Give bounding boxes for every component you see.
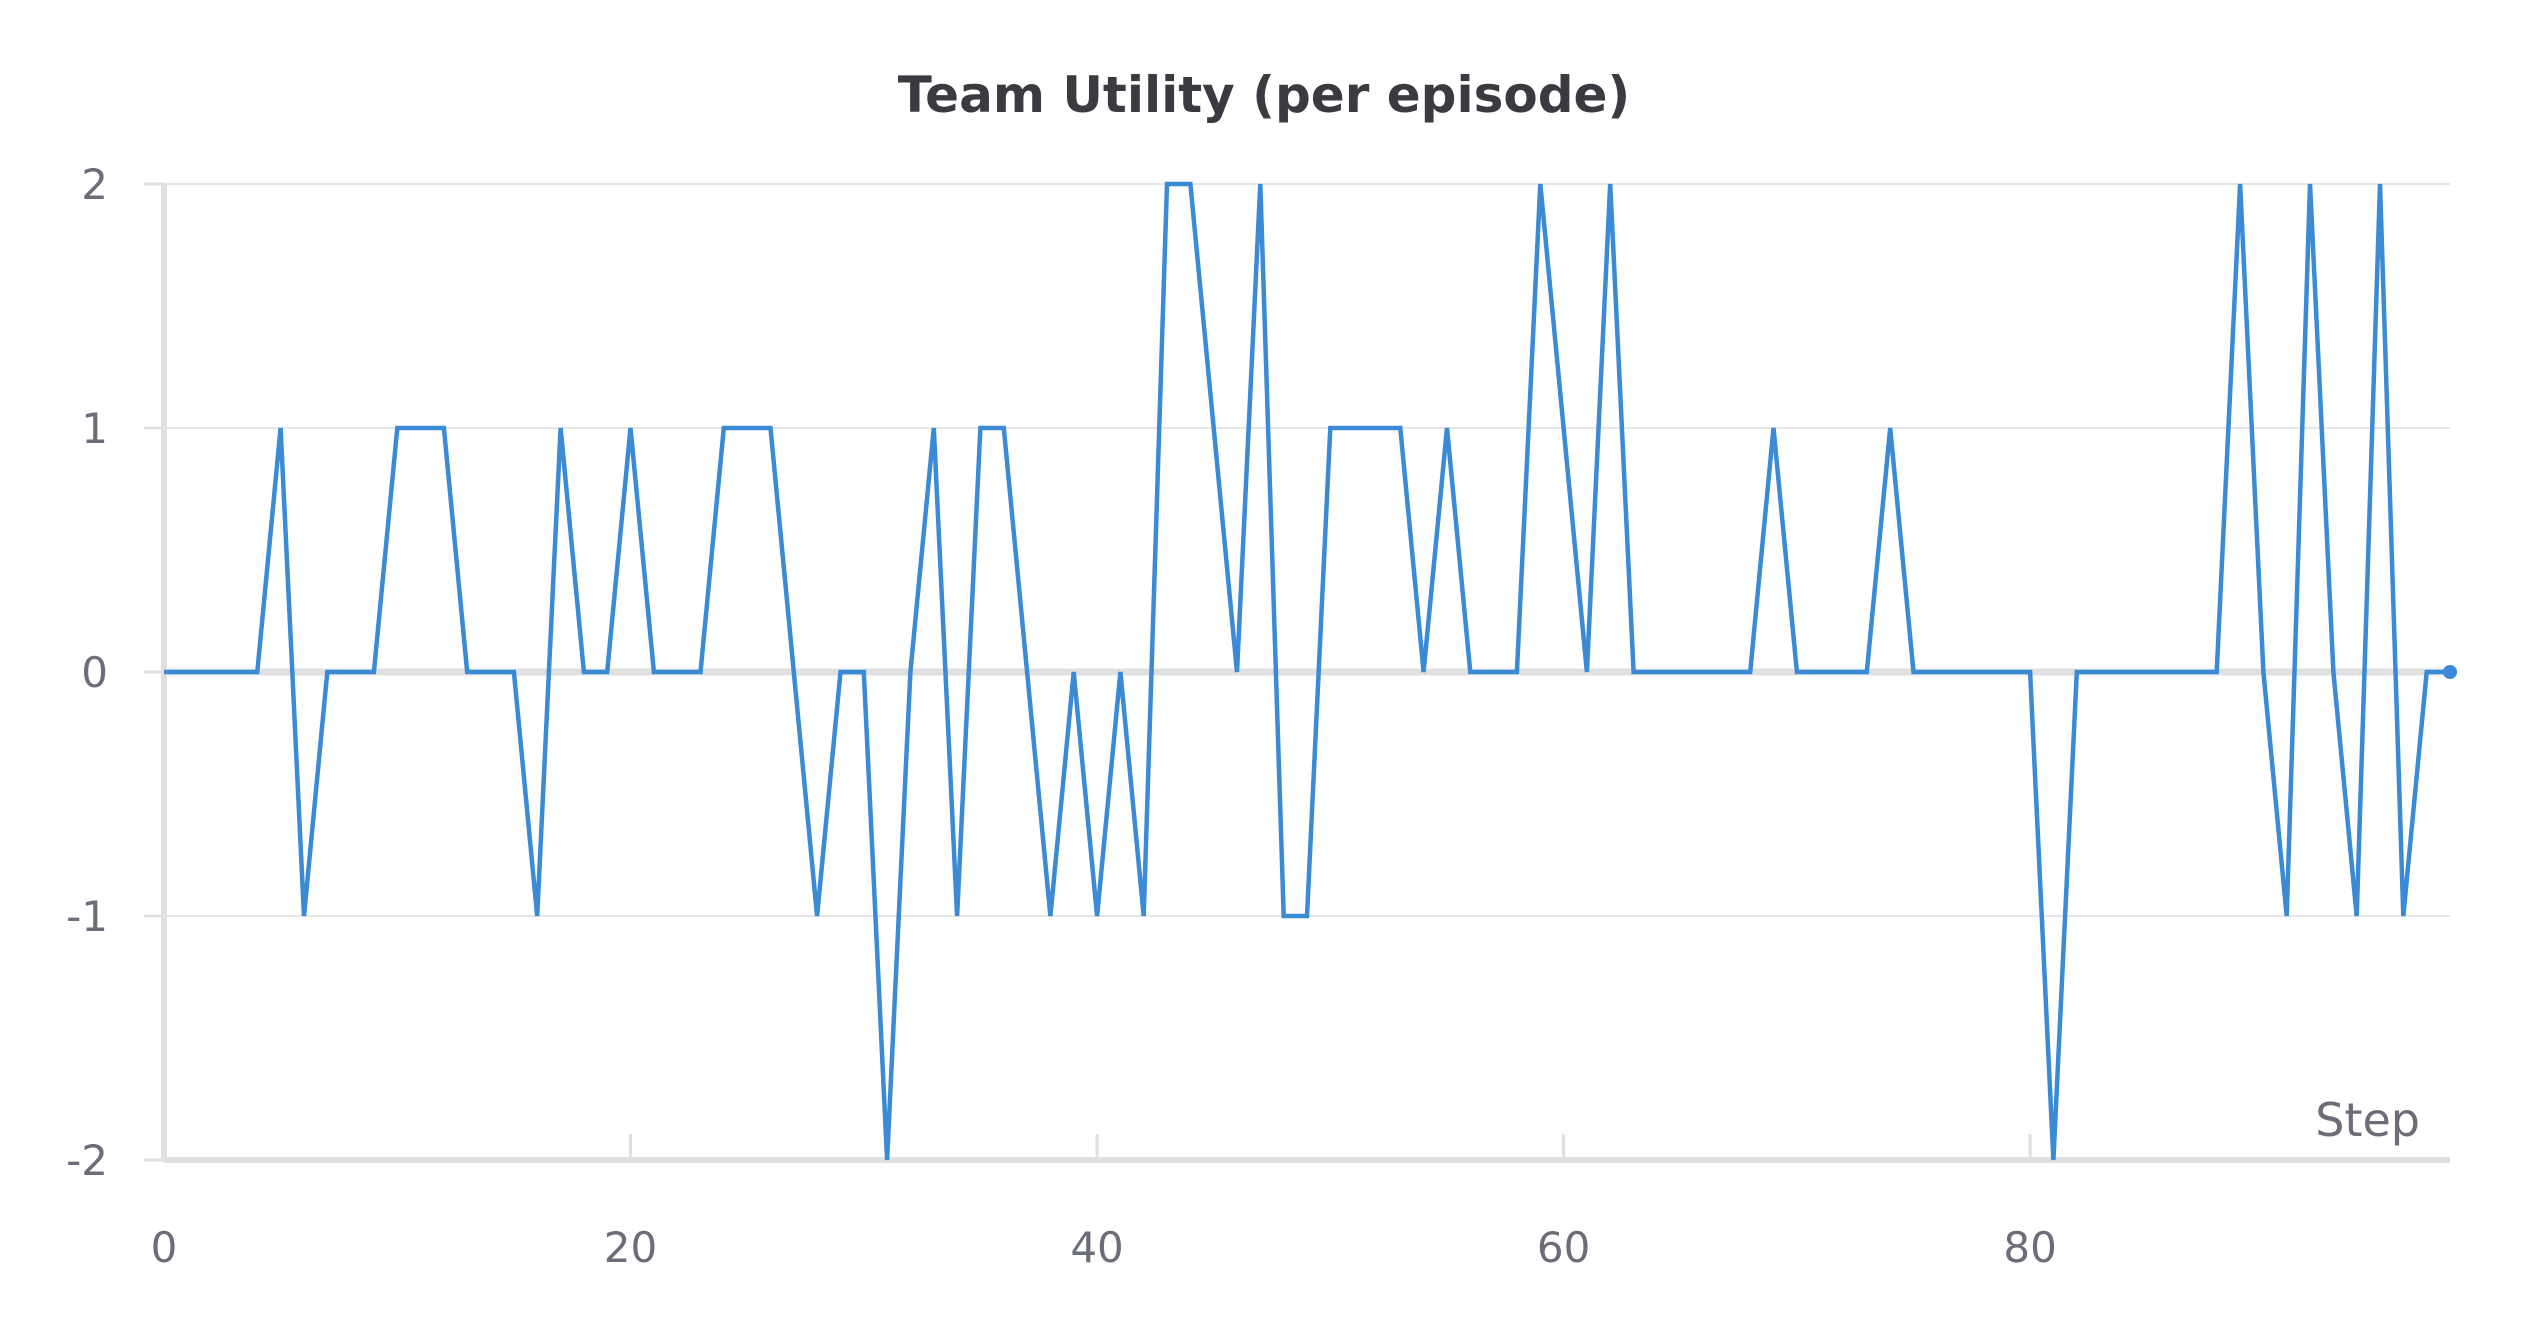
x-tick-label: 60 [1537, 1223, 1590, 1272]
x-tick-label: 20 [604, 1223, 657, 1272]
y-tick-label: -1 [66, 892, 108, 941]
x-tick-label: 40 [1070, 1223, 1123, 1272]
y-tick-label: 1 [81, 404, 108, 453]
chart-title: Team Utility (per episode) [898, 66, 1631, 124]
series-end-marker [2443, 665, 2457, 679]
series-layer [164, 181, 2457, 1161]
x-axis-label: Step [2315, 1093, 2420, 1147]
x-tick-label: 80 [2003, 1223, 2056, 1272]
x-tick-label: 0 [151, 1223, 178, 1272]
gridlines [164, 183, 2450, 917]
y-tick-label: 2 [81, 160, 108, 209]
tick-labels: 2 1 0 -1 -2 0 20 40 60 80 [66, 160, 2057, 1272]
series-line [164, 181, 2450, 1161]
y-tick-label: -2 [66, 1136, 108, 1185]
y-tick-label: 0 [81, 648, 108, 697]
axes [144, 182, 2450, 1163]
